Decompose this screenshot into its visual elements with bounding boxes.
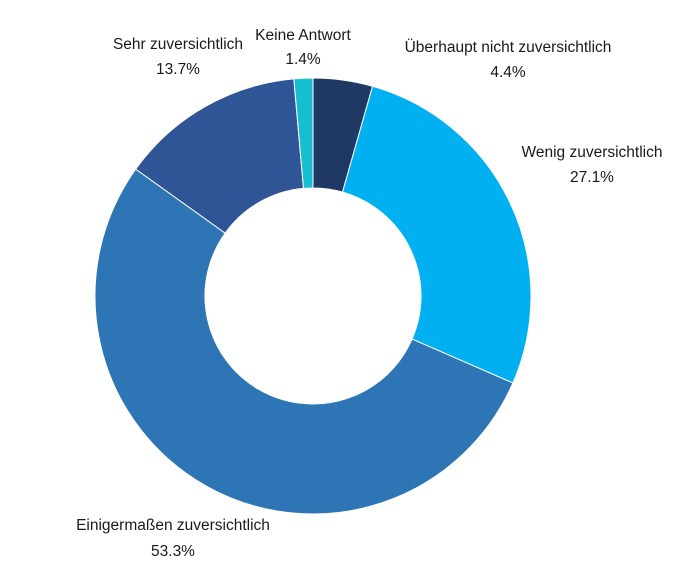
value-label-sehr-zuversichtlich: 13.7% [156,61,200,78]
label-sehr-zuversichtlich: Sehr zuversichtlich [113,36,243,53]
value-label-einigermassen-zuversichtlich: 53.3% [151,543,195,560]
donut-slices [94,77,532,515]
value-label-ueberhaupt-nicht-zuversichtlich: 4.4% [490,64,526,81]
value-label-keine-antwort: 1.4% [285,51,321,68]
value-label-wenig-zuversichtlich: 27.1% [570,169,614,186]
slice-einigermassen-zuversichtlich [94,168,514,515]
label-einigermassen-zuversichtlich: Einigermaßen zuversichtlich [76,517,270,534]
slice-sehr-zuversichtlich [135,78,305,234]
slice-labels: Überhaupt nicht zuversichtlich 4.4% Wenig … [76,27,662,560]
label-keine-antwort: Keine Antwort [255,27,351,44]
label-wenig-zuversichtlich: Wenig zuversichtlich [522,144,663,161]
slice-keine-antwort [293,77,314,189]
label-ueberhaupt-nicht-zuversichtlich: Überhaupt nicht zuversichtlich [405,38,612,56]
slice-wenig-zuversichtlich [341,85,532,384]
